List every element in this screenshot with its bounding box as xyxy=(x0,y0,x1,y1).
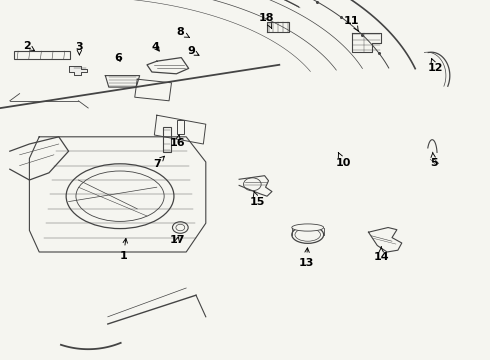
Text: 17: 17 xyxy=(170,235,185,246)
Text: 16: 16 xyxy=(170,135,185,148)
Text: 10: 10 xyxy=(335,152,351,168)
Circle shape xyxy=(172,222,188,233)
Text: 13: 13 xyxy=(298,248,314,268)
Text: 7: 7 xyxy=(153,156,165,169)
Bar xyxy=(14,51,70,59)
Circle shape xyxy=(176,224,185,231)
Text: 14: 14 xyxy=(373,247,389,262)
Text: 18: 18 xyxy=(258,13,274,28)
Text: 11: 11 xyxy=(344,16,360,31)
Bar xyxy=(163,127,171,152)
Text: 12: 12 xyxy=(427,59,443,73)
Text: 5: 5 xyxy=(430,152,438,168)
Circle shape xyxy=(244,178,261,191)
Ellipse shape xyxy=(292,226,323,243)
Text: 9: 9 xyxy=(187,46,199,56)
Polygon shape xyxy=(69,66,87,75)
Text: 6: 6 xyxy=(115,53,122,63)
Text: 8: 8 xyxy=(176,27,190,37)
Ellipse shape xyxy=(292,224,323,231)
Text: 3: 3 xyxy=(75,42,83,55)
Text: 2: 2 xyxy=(23,41,34,51)
Text: 4: 4 xyxy=(152,42,160,52)
Text: 1: 1 xyxy=(120,238,127,261)
Bar xyxy=(177,120,184,134)
Text: 15: 15 xyxy=(249,191,265,207)
Ellipse shape xyxy=(295,228,320,241)
